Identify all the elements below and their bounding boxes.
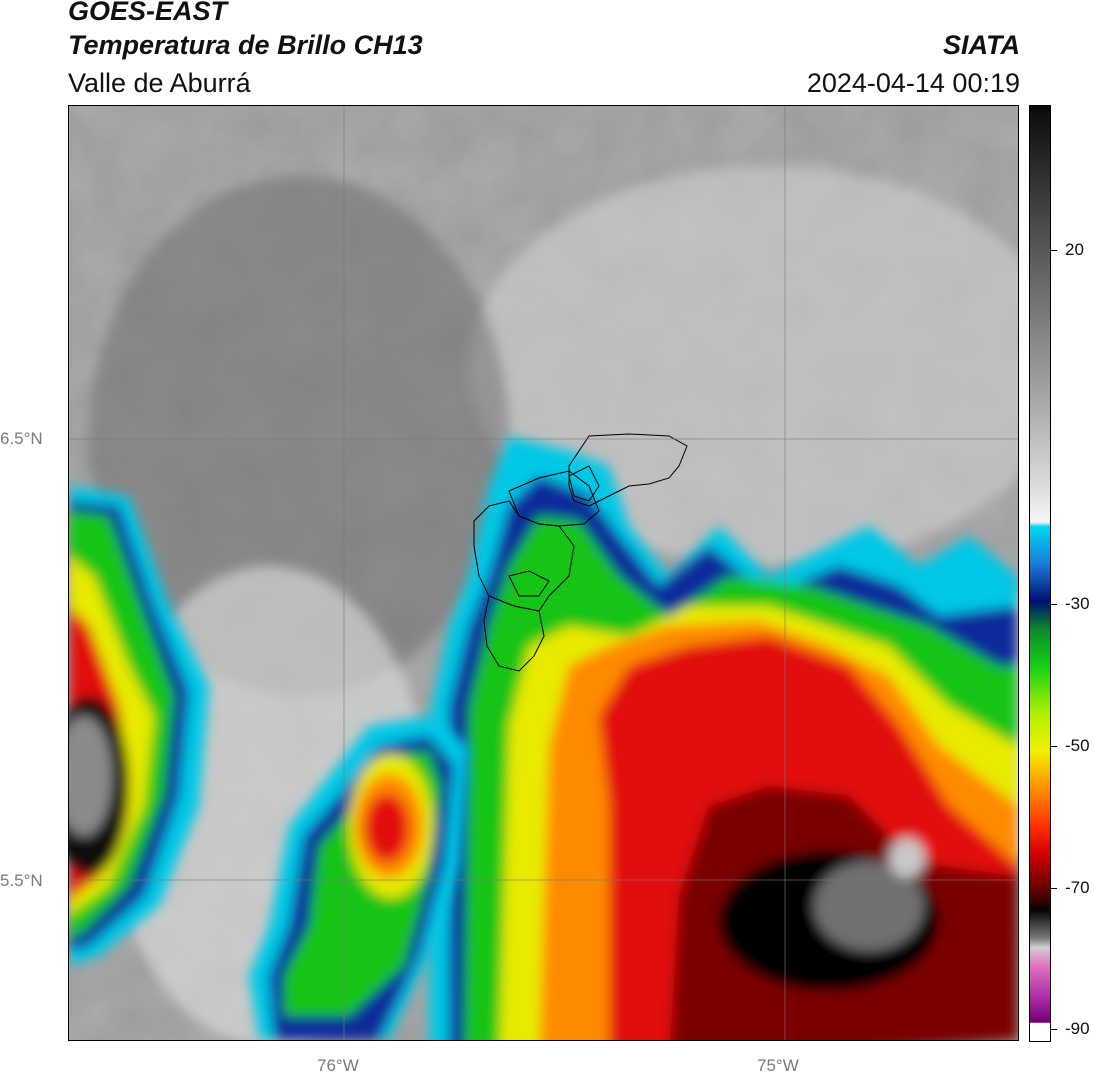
- storm-main: [429, 436, 1018, 1040]
- boundary-inner-1: [508, 570, 550, 597]
- cbar-tick-minus90: [1051, 1029, 1057, 1030]
- cbar-tick-20: [1051, 250, 1057, 251]
- lat-label-5-5: 5.5°N: [0, 871, 43, 890]
- municipality-boundaries: [473, 433, 688, 672]
- boundary-north: [568, 433, 688, 507]
- cbar-label-minus70: -70: [1065, 878, 1090, 897]
- boundary-south: [483, 595, 545, 672]
- cbar-tick-minus50: [1051, 746, 1057, 747]
- storm-sw-red: [365, 794, 409, 862]
- lat-label-6-5: 6.5°N: [0, 429, 43, 448]
- storm-southwest: [249, 716, 469, 1040]
- storm-main-core-gray: [814, 861, 924, 951]
- cbar-label-minus50: -50: [1065, 736, 1090, 755]
- storm-main-core-light: [889, 838, 925, 878]
- cbar-tick-minus30: [1051, 604, 1057, 605]
- brightness-temperature-image: [69, 106, 1018, 1040]
- org-label: SIATA: [943, 30, 1020, 60]
- boundary-central: [473, 500, 575, 612]
- graticule: [69, 106, 1018, 1040]
- cbar-label-minus30: -30: [1065, 594, 1090, 613]
- cbar-label-minus90: -90: [1065, 1019, 1090, 1038]
- darker-area-nw: [89, 176, 509, 696]
- storm-west-core-gray: [69, 716, 112, 836]
- lon-label-76: 76°W: [317, 1056, 359, 1075]
- title-region: Valle de Aburrá: [68, 68, 251, 98]
- cbar-label-20: 20: [1065, 240, 1084, 259]
- lon-label-75: 75°W: [757, 1056, 799, 1075]
- cbar-tick-minus70: [1051, 888, 1057, 889]
- satellite-map[interactable]: [68, 105, 1019, 1041]
- title-product: Temperatura de Brillo CH13: [68, 30, 423, 60]
- boundary-inner-2: [568, 465, 600, 502]
- title-satellite: GOES-EAST: [68, 0, 228, 26]
- datetime-label: 2024-04-14 00:19: [806, 68, 1020, 98]
- colorbar: [1029, 105, 1051, 1042]
- colorbar-gradient: [1030, 106, 1050, 1041]
- storm-west: [69, 486, 209, 966]
